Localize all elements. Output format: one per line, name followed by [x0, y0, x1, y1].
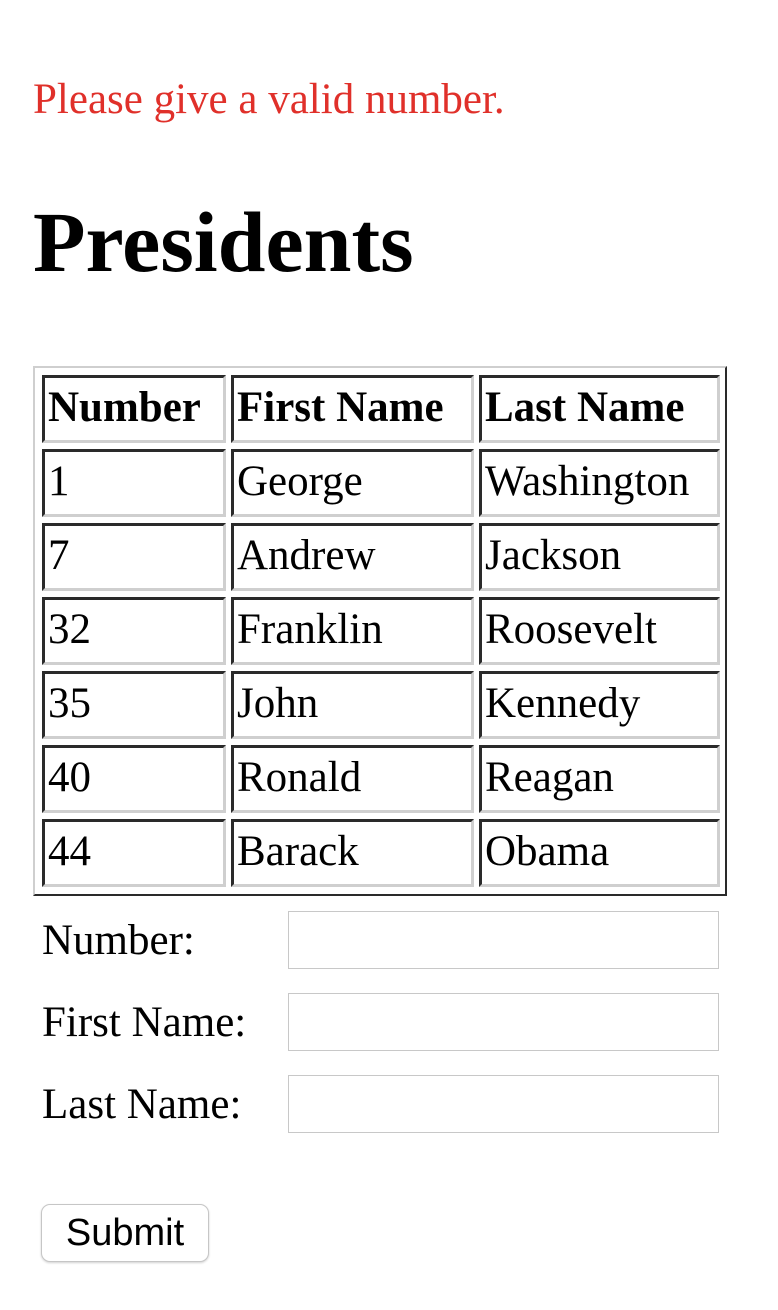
table-header-first-name: First Name: [231, 375, 474, 443]
submit-button[interactable]: Submit: [41, 1204, 209, 1262]
table-cell-number: 1: [42, 449, 226, 517]
table-cell-first-name: Franklin: [231, 597, 474, 665]
page-title: Presidents: [33, 194, 414, 290]
table-cell-last-name: Obama: [479, 819, 720, 887]
table-cell-number: 40: [42, 745, 226, 813]
table-cell-last-name: Roosevelt: [479, 597, 720, 665]
table-cell-number: 32: [42, 597, 226, 665]
presidents-table: Number First Name Last Name 1 George Was…: [33, 366, 727, 896]
last-name-input[interactable]: [288, 1075, 719, 1133]
first-name-input[interactable]: [288, 993, 719, 1051]
number-label: Number:: [42, 917, 195, 964]
table-cell-last-name: Kennedy: [479, 671, 720, 739]
table-header-last-name: Last Name: [479, 375, 720, 443]
table-cell-first-name: Barack: [231, 819, 474, 887]
number-input[interactable]: [288, 911, 719, 969]
table-cell-number: 44: [42, 819, 226, 887]
table-cell-last-name: Reagan: [479, 745, 720, 813]
table-cell-first-name: George: [231, 449, 474, 517]
table-cell-last-name: Washington: [479, 449, 720, 517]
table-cell-last-name: Jackson: [479, 523, 720, 591]
table-cell-first-name: Ronald: [231, 745, 474, 813]
table-header-number: Number: [42, 375, 226, 443]
table-cell-number: 35: [42, 671, 226, 739]
table-cell-first-name: Andrew: [231, 523, 474, 591]
table-cell-first-name: John: [231, 671, 474, 739]
table-cell-number: 7: [42, 523, 226, 591]
last-name-label: Last Name:: [42, 1081, 242, 1128]
error-message: Please give a valid number.: [33, 76, 505, 123]
first-name-label: First Name:: [42, 999, 247, 1046]
